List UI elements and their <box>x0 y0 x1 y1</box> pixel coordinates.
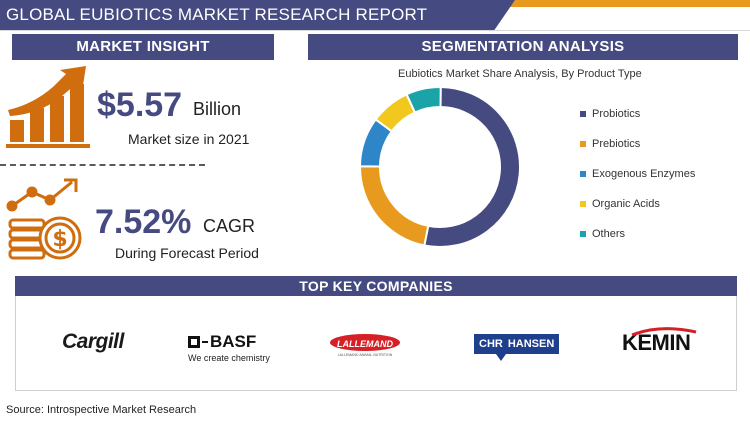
lallemand-subtitle: LALLEMAND ANIMAL NUTRITION <box>337 353 393 357</box>
donut-slice-prebiotics <box>359 165 430 247</box>
basf-logo: BASF We create chemistry <box>188 332 270 363</box>
divider <box>0 30 750 31</box>
chart-title: Eubiotics Market Share Analysis, By Prod… <box>398 68 642 80</box>
cagr-value: 7.52% <box>95 203 192 241</box>
legend-label: Exogenous Enzymes <box>592 168 696 180</box>
basf-tagline: We create chemistry <box>188 353 270 363</box>
chr-hansen-shield-icon <box>496 354 506 361</box>
companies-box <box>15 296 737 391</box>
cargill-logo: Cargill <box>62 330 124 354</box>
title-banner <box>0 0 515 30</box>
donut-chart <box>358 85 521 248</box>
chr-hansen-logo: CHR HANSEN <box>474 334 560 362</box>
legend-swatch <box>580 201 586 207</box>
legend-swatch <box>580 171 586 177</box>
legend-item-others: Others <box>580 228 625 240</box>
donut-slice-probiotics <box>423 85 521 248</box>
svg-text:$: $ <box>52 227 67 252</box>
page-title: GLOBAL EUBIOTICS MARKET RESEARCH REPORT <box>6 5 428 24</box>
legend-swatch <box>580 111 586 117</box>
kemin-swoosh-icon <box>631 327 697 336</box>
legend-label: Organic Acids <box>592 198 660 210</box>
cagr-caption: During Forecast Period <box>115 245 259 261</box>
legend-item-prebiotics: Prebiotics <box>580 138 640 150</box>
legend-item-organic-acids: Organic Acids <box>580 198 660 210</box>
top-companies-header: TOP KEY COMPANIES <box>15 276 737 296</box>
cargill-wordmark: Cargill <box>62 330 124 353</box>
dashed-separator <box>0 164 205 166</box>
legend-swatch <box>580 231 586 237</box>
source-note: Source: Introspective Market Research <box>6 404 197 416</box>
legend-label: Probiotics <box>592 108 641 120</box>
lallemand-logo: LALLEMAND LALLEMAND ANIMAL NUTRITION <box>330 334 400 357</box>
market-size-unit: Billion <box>193 99 242 119</box>
legend-label: Prebiotics <box>592 138 641 150</box>
market-size-caption: Market size in 2021 <box>128 131 250 147</box>
legend-swatch <box>580 141 586 147</box>
basf-wordmark: BASF <box>210 332 257 351</box>
legend-label: Others <box>592 228 626 240</box>
coins-growth-icon: $ <box>6 178 82 260</box>
market-insight-header: MARKET INSIGHT <box>12 34 274 60</box>
basf-mark-icon <box>188 336 200 348</box>
cagr-unit: CAGR <box>203 216 256 236</box>
chr-wordmark: CHR <box>479 338 503 350</box>
legend-item-exogenous-enzymes: Exogenous Enzymes <box>580 168 695 180</box>
growth-bar-chart-icon <box>6 66 90 148</box>
market-size-value: $5.57 <box>97 86 183 124</box>
orange-accent-strip <box>490 0 750 7</box>
legend-item-probiotics: Probiotics <box>580 108 640 120</box>
donut-slice-others <box>405 86 442 114</box>
lallemand-wordmark: LALLEMAND <box>337 339 393 349</box>
hansen-wordmark: HANSEN <box>507 338 555 350</box>
segmentation-header: SEGMENTATION ANALYSIS <box>308 34 738 60</box>
kemin-logo: KEMIN <box>622 327 697 356</box>
